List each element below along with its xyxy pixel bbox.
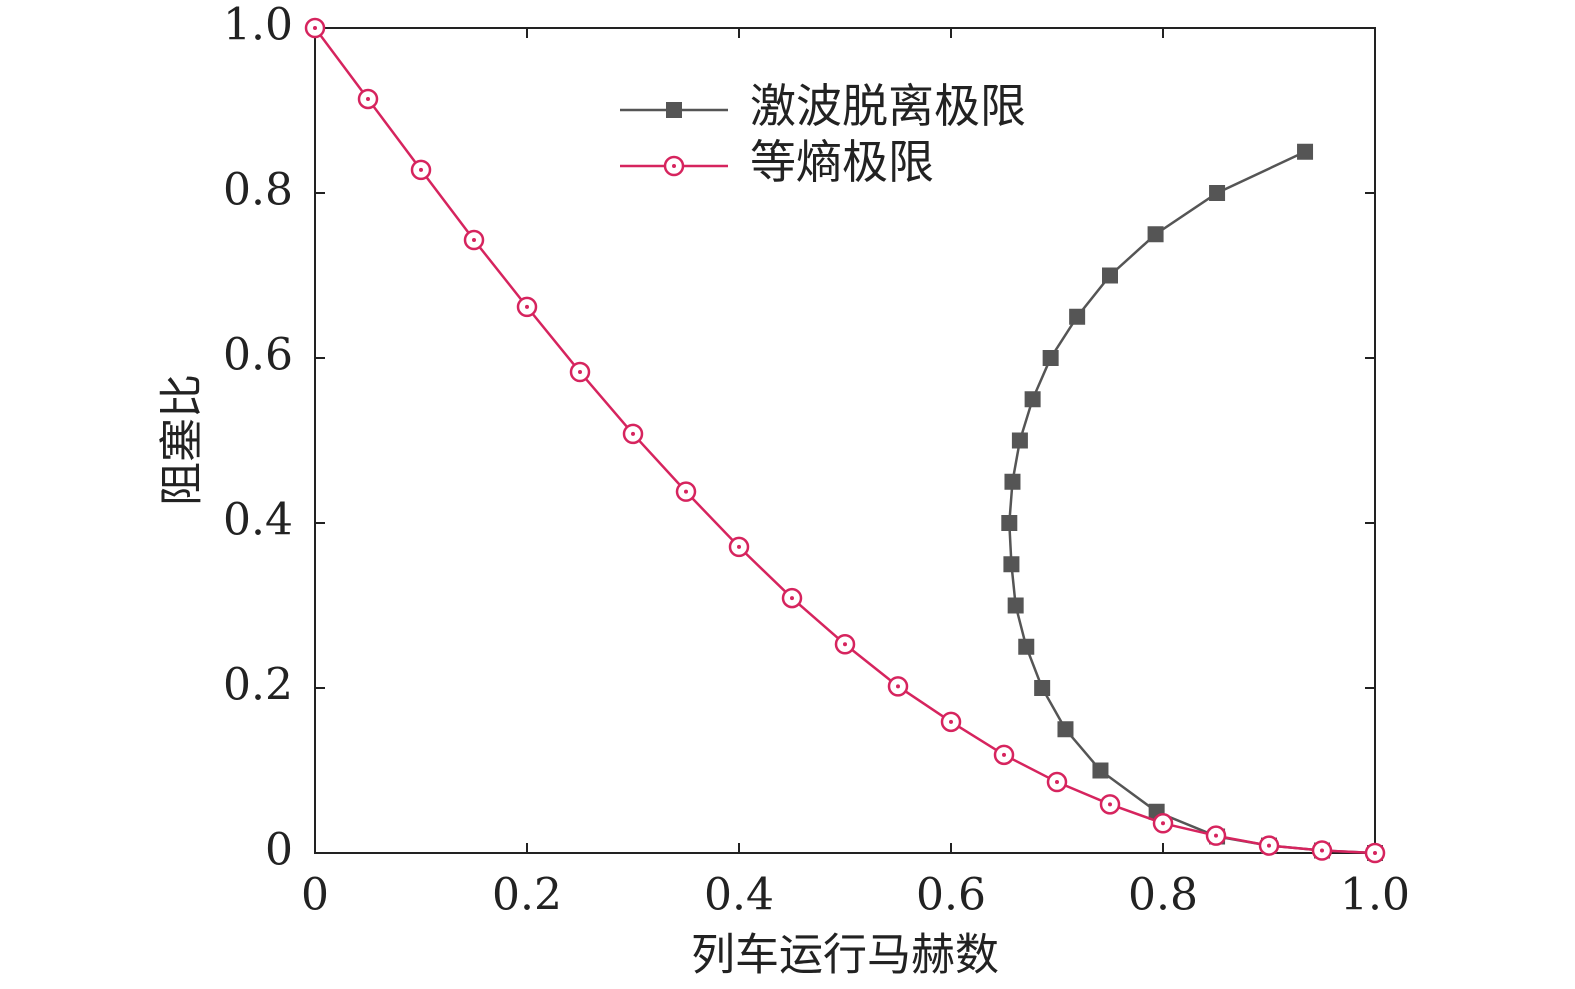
plot-frame bbox=[314, 27, 1376, 854]
data-point bbox=[1209, 185, 1226, 201]
data-point bbox=[1092, 762, 1109, 779]
data-point-center bbox=[1214, 833, 1218, 838]
data-point-center bbox=[1002, 752, 1006, 757]
x-tick-label: 0.2 bbox=[492, 870, 562, 921]
data-point bbox=[1102, 267, 1118, 284]
x-axis-label: 列车运行马赫数 bbox=[691, 930, 999, 981]
legend-marker-center bbox=[672, 164, 676, 168]
data-point-center bbox=[1320, 848, 1324, 853]
data-point bbox=[1024, 391, 1041, 408]
series-line bbox=[1008, 150, 1376, 855]
y-tick-label: 0.2 bbox=[223, 660, 293, 711]
data-point bbox=[1001, 515, 1018, 531]
legend-label: 激波脱离极限 bbox=[750, 79, 1026, 133]
data-point-center bbox=[1161, 821, 1165, 826]
data-point bbox=[1007, 597, 1024, 614]
data-point-center bbox=[472, 238, 476, 243]
data-point-center bbox=[366, 96, 370, 101]
data-point-center bbox=[419, 167, 423, 172]
data-point bbox=[1003, 556, 1020, 573]
data-point-center bbox=[1373, 851, 1377, 855]
data-point-center bbox=[949, 719, 953, 724]
data-point-center bbox=[896, 684, 900, 689]
data-point-center bbox=[313, 26, 317, 30]
data-point-center bbox=[790, 596, 794, 601]
y-tick-label: 0.8 bbox=[223, 165, 293, 216]
data-point-center bbox=[1267, 843, 1271, 848]
data-point-center bbox=[525, 304, 529, 309]
data-point-center bbox=[1055, 780, 1059, 785]
data-point-center bbox=[737, 544, 741, 549]
x-tick-label: 0.6 bbox=[916, 870, 986, 921]
y-tick-label: 0 bbox=[265, 825, 293, 876]
data-point-center bbox=[684, 489, 688, 494]
legend-label: 等熵极限 bbox=[750, 135, 934, 189]
data-point bbox=[1069, 308, 1086, 325]
data-point bbox=[1297, 143, 1314, 160]
y-tick-label: 0.6 bbox=[223, 330, 293, 381]
data-point-center bbox=[843, 642, 847, 647]
data-point bbox=[1018, 638, 1035, 655]
y-axis-label: 阻塞比 bbox=[157, 374, 208, 506]
x-tick-label: 1.0 bbox=[1340, 870, 1410, 921]
data-point bbox=[1042, 350, 1059, 366]
x-tick-label: 0.8 bbox=[1128, 870, 1198, 921]
legend-marker bbox=[666, 102, 682, 118]
y-tick-label: 0.4 bbox=[223, 495, 293, 546]
data-point-center bbox=[631, 431, 635, 436]
data-point-center bbox=[578, 370, 582, 375]
data-point bbox=[1057, 721, 1074, 738]
y-tick-label: 1.0 bbox=[223, 0, 293, 51]
x-tick-label: 0 bbox=[301, 870, 329, 921]
data-point bbox=[1147, 226, 1164, 243]
data-point bbox=[1004, 473, 1021, 490]
data-point-center bbox=[1108, 802, 1112, 807]
x-tick-label: 0.4 bbox=[704, 870, 774, 921]
data-point bbox=[1034, 680, 1051, 696]
data-point bbox=[1011, 432, 1028, 449]
